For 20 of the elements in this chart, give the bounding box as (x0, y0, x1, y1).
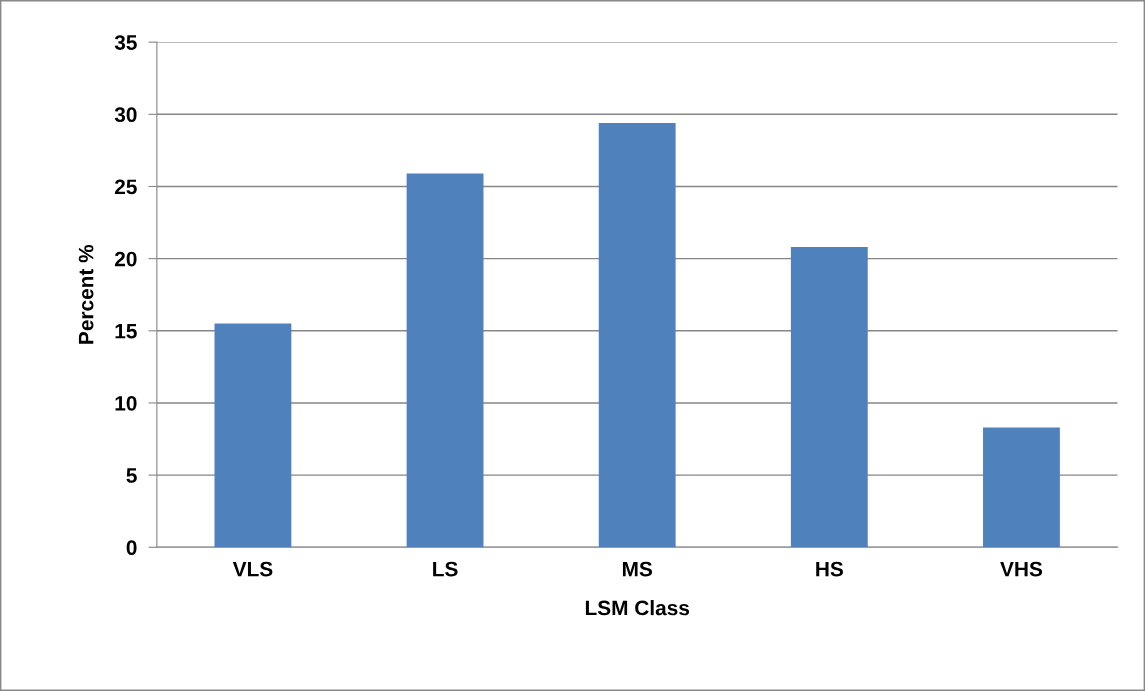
y-tick-label: 35 (114, 35, 137, 50)
x-tick-label: MS (622, 561, 652, 577)
x-axis-title: LSM Class (585, 600, 690, 616)
bar (598, 122, 676, 548)
bar (790, 247, 868, 548)
y-tick-label: 0 (126, 540, 137, 556)
y-tick-label: 30 (114, 107, 137, 123)
x-tick-label: HS (816, 561, 843, 577)
x-tick-label: VHS (1000, 561, 1043, 577)
bar (983, 427, 1060, 548)
y-tick-label: 25 (114, 179, 137, 195)
y-axis-title: Percent % (78, 244, 94, 344)
x-tick-label: LS (433, 561, 458, 577)
y-tick-label: 5 (126, 468, 137, 483)
y-tick-label: 15 (115, 324, 137, 339)
x-tick-label: VLS (232, 561, 273, 577)
bar (214, 323, 292, 548)
y-tick-label: 20 (114, 251, 137, 267)
y-tick-label: 10 (115, 395, 137, 411)
bar (406, 173, 484, 548)
